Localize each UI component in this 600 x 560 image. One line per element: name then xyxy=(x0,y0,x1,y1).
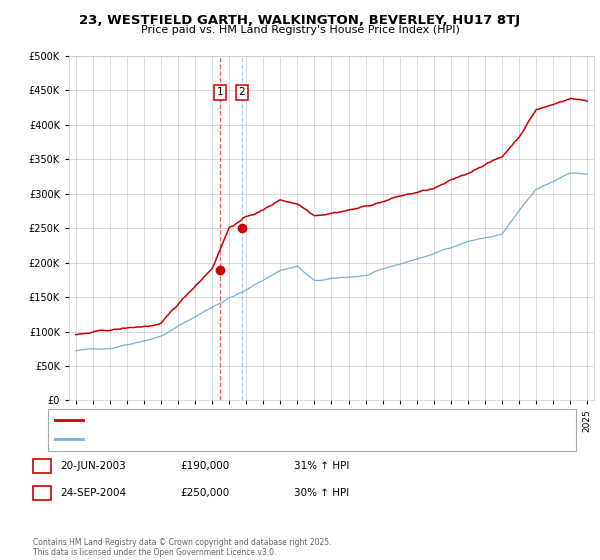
Text: 2: 2 xyxy=(38,488,46,498)
Text: 1: 1 xyxy=(38,461,46,471)
Text: HPI: Average price, detached house, East Riding of Yorkshire: HPI: Average price, detached house, East… xyxy=(87,435,374,444)
Text: 23, WESTFIELD GARTH, WALKINGTON, BEVERLEY, HU17 8TJ: 23, WESTFIELD GARTH, WALKINGTON, BEVERLE… xyxy=(79,14,521,27)
Text: 23, WESTFIELD GARTH, WALKINGTON, BEVERLEY, HU17 8TJ (detached house): 23, WESTFIELD GARTH, WALKINGTON, BEVERLE… xyxy=(87,416,454,424)
Text: 31% ↑ HPI: 31% ↑ HPI xyxy=(294,461,349,471)
Text: 1: 1 xyxy=(217,87,224,97)
Text: Contains HM Land Registry data © Crown copyright and database right 2025.
This d: Contains HM Land Registry data © Crown c… xyxy=(33,538,331,557)
Text: 30% ↑ HPI: 30% ↑ HPI xyxy=(294,488,349,498)
Text: £190,000: £190,000 xyxy=(180,461,229,471)
Text: £250,000: £250,000 xyxy=(180,488,229,498)
Text: Price paid vs. HM Land Registry's House Price Index (HPI): Price paid vs. HM Land Registry's House … xyxy=(140,25,460,35)
Text: 20-JUN-2003: 20-JUN-2003 xyxy=(60,461,126,471)
Text: 24-SEP-2004: 24-SEP-2004 xyxy=(60,488,126,498)
Text: 2: 2 xyxy=(238,87,245,97)
